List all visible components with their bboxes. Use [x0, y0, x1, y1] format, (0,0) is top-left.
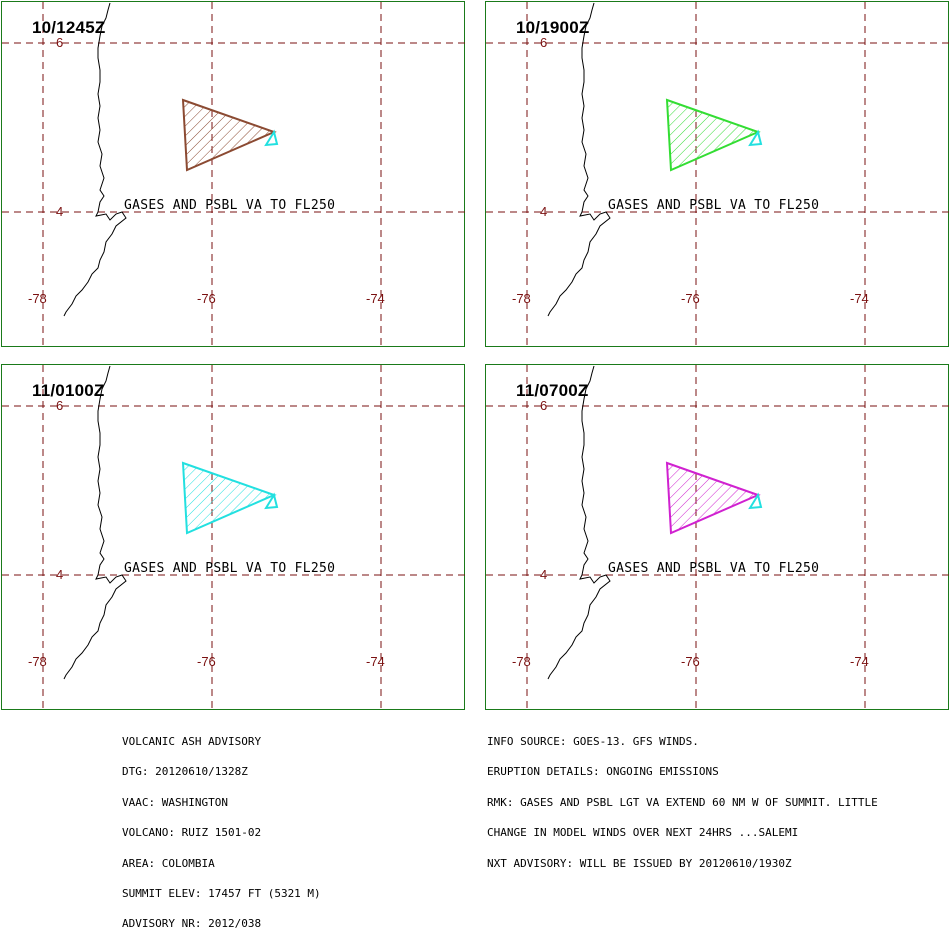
- longitude-label: -76: [197, 654, 216, 669]
- longitude-label: -74: [850, 654, 869, 669]
- forecast-panel-3: 11/0100Z 6 4 -78 -76 -74 GASES AND PSBL VA TO …: [1, 364, 466, 711]
- longitude-label: -78: [28, 654, 47, 669]
- forecast-time-label: 10/1245Z: [32, 18, 106, 37]
- advisory-line: ERUPTION DETAILS: ONGOING EMISSIONS: [487, 765, 719, 779]
- plume-note: GASES AND PSBL VA TO FL250: [608, 561, 820, 576]
- latitude-label: 4: [56, 567, 64, 582]
- coastline: [63, 2, 127, 317]
- forecast-panel-1: 10/1245Z 6 4 -78 -76 -74 GASES AND PSBL VA TO …: [1, 1, 466, 348]
- ash-plume-polygon: [665, 98, 761, 172]
- ash-plume-polygon: [665, 461, 761, 535]
- forecast-time-label: 11/0700Z: [516, 381, 589, 400]
- volcano-summit-marker: [264, 129, 279, 147]
- advisory-line: NXT ADVISORY: WILL BE ISSUED BY 20120610…: [487, 856, 792, 870]
- volcano-summit-marker: [748, 492, 763, 510]
- volcano-summit-marker: [264, 492, 279, 510]
- advisory-line: RMK: GASES AND PSBL LGT VA EXTEND 60 NM …: [487, 795, 878, 809]
- advisory-line: AREA: COLOMBIA: [122, 856, 215, 870]
- panel-map: [2, 2, 466, 348]
- coastline: [63, 365, 127, 680]
- longitude-label: -76: [681, 291, 700, 306]
- advisory-line: INFO SOURCE: GOES-13. GFS WINDS.: [487, 735, 699, 748]
- longitude-label: -74: [366, 654, 385, 669]
- latitude-label: 6: [56, 35, 64, 50]
- longitude-label: -78: [512, 291, 531, 306]
- advisory-line: DTG: 20120610/1328Z: [122, 765, 248, 779]
- advisory-line: VOLCANO: RUIZ 1501-02: [122, 826, 262, 840]
- longitude-label: -78: [512, 654, 531, 669]
- ash-plume-polygon: [181, 98, 277, 172]
- ash-plume-polygon: [181, 461, 277, 535]
- longitude-label: -74: [850, 291, 869, 306]
- advisory-line: SUMMIT ELEV: 17457 FT (5321 M): [122, 886, 321, 900]
- plume-note: GASES AND PSBL VA TO FL250: [124, 198, 336, 213]
- forecast-time-label: 10/1900Z: [516, 18, 590, 37]
- plume-note: GASES AND PSBL VA TO FL250: [124, 561, 336, 576]
- panel-map: [486, 2, 950, 348]
- latitude-label: 6: [540, 35, 548, 50]
- latitude-label: 4: [540, 204, 548, 219]
- coastline: [547, 2, 611, 317]
- longitude-label: -78: [28, 291, 47, 306]
- longitude-label: -74: [366, 291, 385, 306]
- coastline: [547, 365, 611, 680]
- latitude-label: 4: [540, 567, 548, 582]
- advisory-line: VAAC: WASHINGTON: [122, 795, 228, 809]
- advisory-info-left: VOLCANIC ASH ADVISORY DTG: 20120610/1328…: [122, 717, 321, 940]
- panel-map: [2, 365, 466, 711]
- forecast-time-label: 11/0100Z: [32, 381, 105, 400]
- forecast-panel-2: 10/1900Z 6 4 -78 -76 -74 GASES AND PSBL VA TO …: [485, 1, 950, 348]
- advisory-info-right: INFO SOURCE: GOES-13. GFS WINDS. ERUPTIO…: [487, 717, 878, 879]
- latitude-label: 6: [56, 398, 64, 413]
- panel-map: [486, 365, 950, 711]
- advisory-line: ADVISORY NR: 2012/038: [122, 917, 262, 931]
- forecast-panel-4: 11/0700Z 6 4 -78 -76 -74 GASES AND PSBL VA TO …: [485, 364, 950, 711]
- longitude-label: -76: [681, 654, 700, 669]
- plume-note: GASES AND PSBL VA TO FL250: [608, 198, 820, 213]
- volcano-summit-marker: [748, 129, 763, 147]
- latitude-label: 4: [56, 204, 64, 219]
- advisory-line: VOLCANIC ASH ADVISORY: [122, 735, 262, 748]
- advisory-line: CHANGE IN MODEL WINDS OVER NEXT 24HRS ..…: [487, 826, 799, 840]
- latitude-label: 6: [540, 398, 548, 413]
- longitude-label: -76: [197, 291, 216, 306]
